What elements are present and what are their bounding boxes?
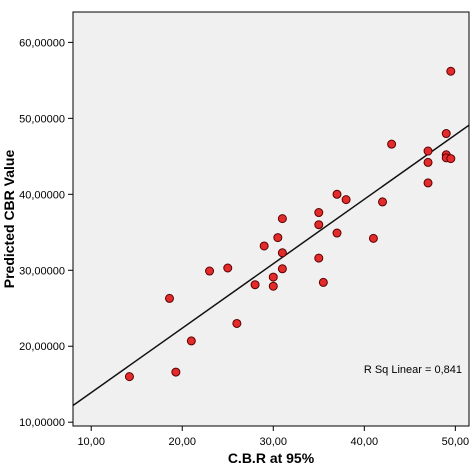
data-point xyxy=(378,197,388,207)
y-axis-label: Predicted CBR Value xyxy=(1,150,17,289)
x-tick-label: 30,00 xyxy=(260,436,288,448)
x-tick-label: 50,00 xyxy=(442,436,470,448)
data-point xyxy=(268,272,278,282)
y-tick-label: 40,00000 xyxy=(19,189,65,201)
data-point xyxy=(171,367,181,377)
data-point xyxy=(268,281,278,291)
data-point xyxy=(332,228,342,238)
data-point xyxy=(423,157,433,167)
data-point xyxy=(423,178,433,188)
x-tick-label: 10,00 xyxy=(77,436,105,448)
y-tick-label: 60,00000 xyxy=(19,37,65,49)
data-points xyxy=(124,66,456,382)
data-point xyxy=(314,220,324,230)
data-point xyxy=(332,189,342,199)
data-point xyxy=(277,214,287,224)
data-point xyxy=(273,233,283,243)
data-point xyxy=(186,336,196,346)
data-point xyxy=(124,372,134,382)
data-point xyxy=(423,146,433,156)
y-tick-label: 10,00000 xyxy=(19,417,65,429)
regression-line xyxy=(72,124,470,407)
x-axis: 10,00 20,00 30,00 40,00 50,00 xyxy=(77,426,469,448)
plot-frame xyxy=(72,11,470,427)
data-point xyxy=(368,233,378,243)
data-point xyxy=(318,277,328,287)
data-point xyxy=(223,263,233,273)
x-axis-label: C.B.R at 95% xyxy=(228,450,315,466)
x-tick-label: 20,00 xyxy=(168,436,196,448)
y-tick-label: 30,00000 xyxy=(19,265,65,277)
plot-area xyxy=(73,12,469,426)
data-point xyxy=(446,66,456,76)
y-axis: 10,00000 20,00000 30,00000 40,00000 50,00000… xyxy=(19,37,73,429)
x-tick-label: 40,00 xyxy=(351,436,379,448)
data-point xyxy=(387,139,397,149)
r-squared-label: R Sq Linear = 0,841 xyxy=(364,364,462,376)
data-point xyxy=(164,293,174,303)
data-point xyxy=(314,208,324,218)
data-point xyxy=(259,241,269,251)
data-point xyxy=(232,318,242,328)
data-point xyxy=(446,154,456,164)
y-tick-label: 20,00000 xyxy=(19,341,65,353)
data-point xyxy=(314,253,324,263)
data-point xyxy=(277,264,287,274)
y-tick-label: 50,00000 xyxy=(19,113,65,125)
fit-line-layer xyxy=(72,124,470,407)
data-point xyxy=(205,266,215,276)
data-point xyxy=(277,248,287,258)
data-point xyxy=(250,280,260,290)
data-point xyxy=(441,129,451,139)
data-point xyxy=(341,195,351,205)
